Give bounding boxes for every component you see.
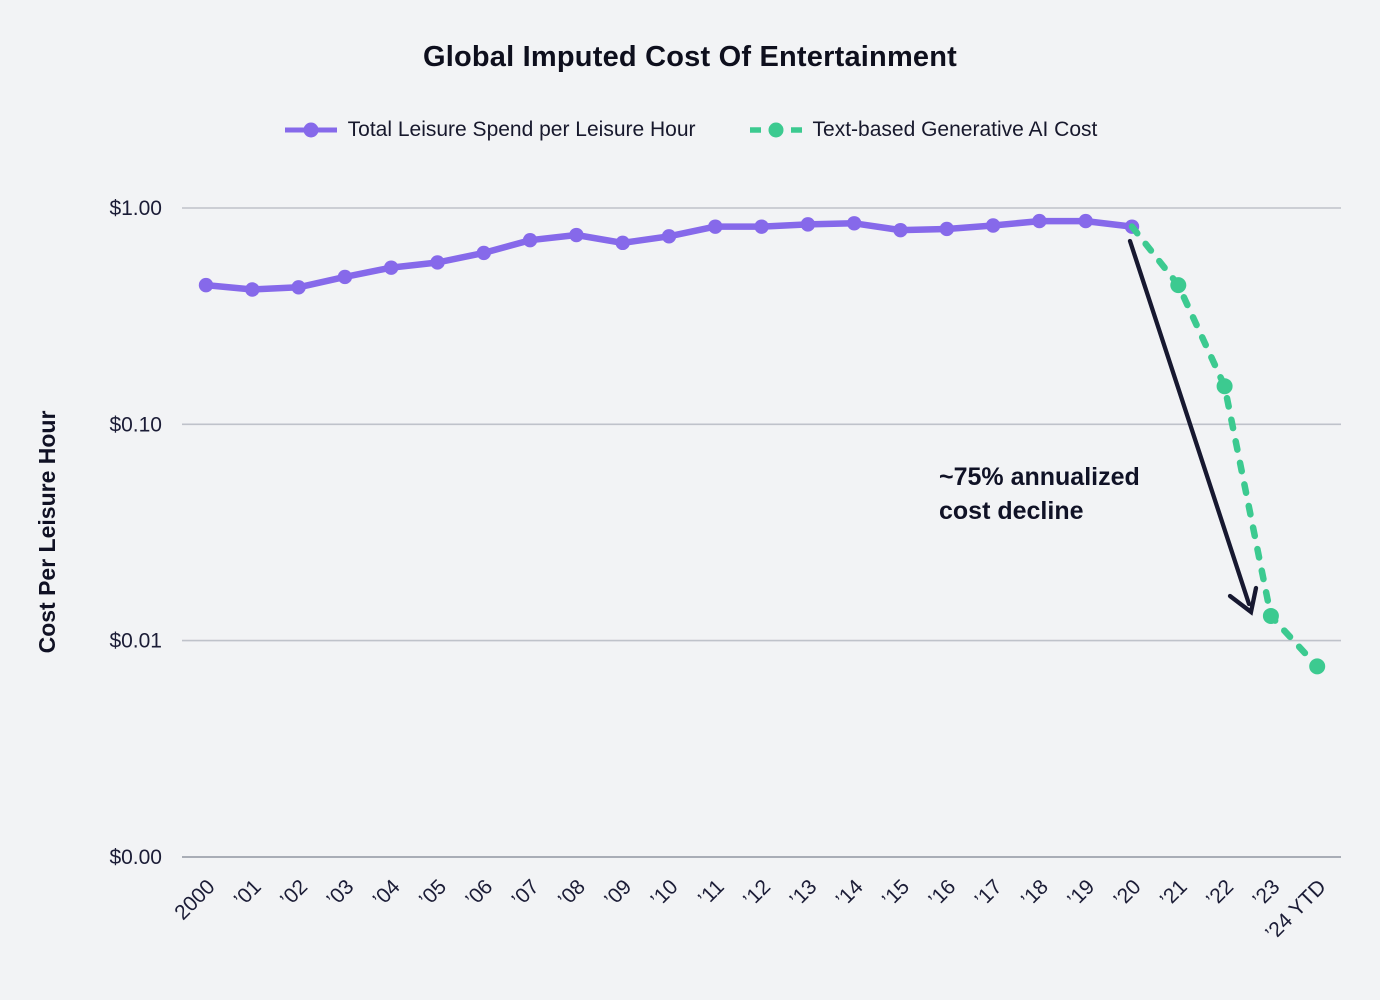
data-point <box>939 221 954 237</box>
data-point <box>661 229 677 244</box>
chart-title: Global Imputed Cost Of Entertainment <box>422 41 958 73</box>
x-tick-label: ’01 <box>230 875 266 911</box>
data-point <box>245 282 260 297</box>
x-tick-label: ’09 <box>600 875 636 911</box>
x-tick-label: ’06 <box>461 875 497 911</box>
x-tick-label: ’16 <box>924 875 960 911</box>
data-point <box>985 218 1001 233</box>
series-line <box>1128 223 1321 670</box>
annotation-line1: ~75% annualized <box>939 463 1140 491</box>
data-point <box>522 232 538 248</box>
x-tick-label: ’04 <box>369 875 405 911</box>
y-tick-label: $0.01 <box>109 630 162 653</box>
x-tick-label: ’18 <box>1017 875 1053 911</box>
data-point <box>893 222 908 238</box>
x-tick-label: ’02 <box>276 875 312 911</box>
solid-line-marker-icon <box>284 122 337 138</box>
data-point <box>569 227 584 243</box>
x-tick-label: ’23 <box>1248 875 1284 911</box>
y-tick-label: $0.00 <box>109 846 162 869</box>
data-point <box>800 217 816 232</box>
annotation-arrowhead <box>1227 585 1259 616</box>
data-point <box>337 269 353 285</box>
y-axis-title: Cost Per Leisure Hour <box>34 411 60 654</box>
x-tick-label: ’17 <box>971 875 1007 911</box>
x-tick-label: ’20 <box>1109 875 1145 911</box>
x-tick-label: ’22 <box>1202 875 1238 911</box>
annotation-line2: cost decline <box>939 497 1084 525</box>
x-tick-label: ’08 <box>554 875 590 911</box>
x-tick-label: ’14 <box>832 875 868 911</box>
x-tick-label: ’12 <box>739 875 775 911</box>
data-point <box>1078 213 1093 229</box>
data-point <box>754 219 769 234</box>
x-tick-label: ’10 <box>646 875 682 911</box>
dashed-line-marker-icon <box>749 122 802 138</box>
data-point <box>1309 658 1326 675</box>
data-point <box>1032 213 1047 229</box>
data-point <box>1170 277 1187 294</box>
data-point <box>384 260 399 275</box>
x-tick-label: ’19 <box>1063 875 1099 911</box>
data-point <box>430 255 445 270</box>
legend-label-total-leisure: Total Leisure Spend per Leisure Hour <box>347 118 696 141</box>
legend-label-genai-cost: Text-based Generative AI Cost <box>812 118 1098 141</box>
annotation-arrow <box>1127 238 1252 607</box>
x-tick-label: ’05 <box>415 875 451 911</box>
x-tick-label: 2000 <box>170 875 219 924</box>
x-tick-label: ’03 <box>322 875 358 911</box>
x-tick-label: ’11 <box>694 875 729 910</box>
legend: Total Leisure Spend per Leisure Hour Tex… <box>0 118 1380 142</box>
data-point <box>615 235 630 251</box>
legend-item-genai-cost: Text-based Generative AI Cost <box>748 118 1098 142</box>
data-point <box>1262 607 1279 624</box>
y-tick-label: $0.10 <box>109 413 162 436</box>
data-point <box>708 219 723 234</box>
data-point <box>847 216 862 231</box>
data-point <box>476 245 491 261</box>
x-tick-label: ’07 <box>508 875 544 911</box>
x-tick-label: ’13 <box>785 875 821 911</box>
data-point <box>1216 378 1233 395</box>
legend-item-total-leisure: Total Leisure Spend per Leisure Hour <box>283 118 696 142</box>
data-point <box>291 280 306 295</box>
x-tick-label: ’21 <box>1156 875 1192 911</box>
annotation-cost-decline: ~75% annualized cost decline <box>939 460 1140 528</box>
y-tick-label: $1.00 <box>109 197 162 220</box>
x-tick-label: ’15 <box>878 875 914 911</box>
data-point <box>198 277 214 293</box>
